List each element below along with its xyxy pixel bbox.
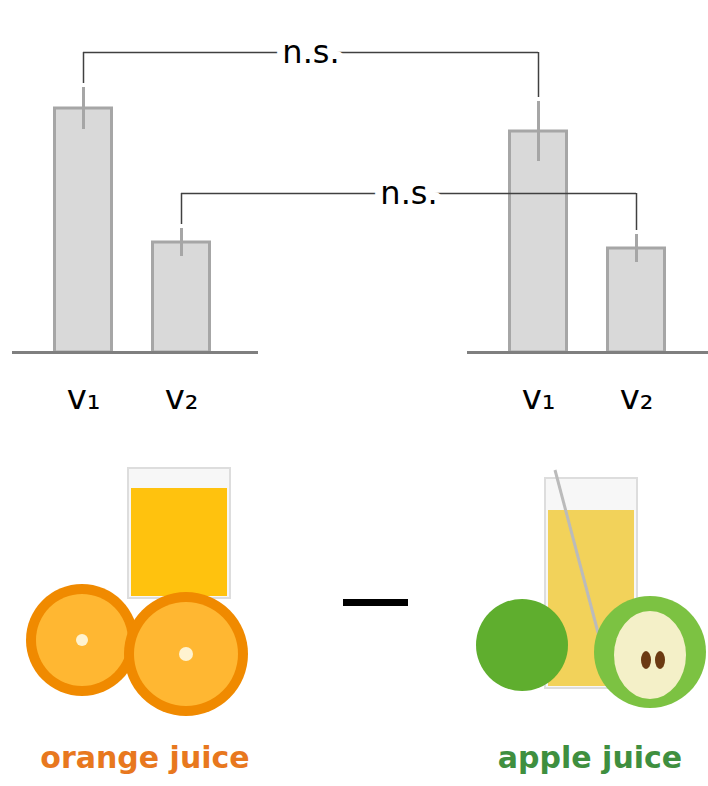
svg-text:n.s.: n.s. [282,33,339,71]
svg-text:v₁: v₁ [522,377,556,417]
html-text:orange juice: orange juice [40,740,250,775]
html-text:apple juice: apple juice [497,740,683,775]
svg-text:v₂: v₂ [620,377,654,417]
svg-text:n.s.: n.s. [380,174,437,212]
svg-text:v₂: v₂ [165,377,199,417]
svg-text:v₁: v₁ [67,377,101,417]
